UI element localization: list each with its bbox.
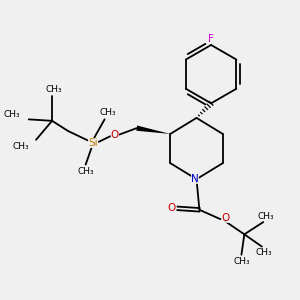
Text: F: F (208, 34, 214, 44)
Text: CH₃: CH₃ (256, 248, 272, 257)
Text: N: N (191, 174, 199, 184)
Polygon shape (136, 125, 170, 134)
Text: CH₃: CH₃ (3, 110, 20, 119)
Text: CH₃: CH₃ (45, 85, 62, 94)
Text: O: O (167, 203, 175, 213)
Text: CH₃: CH₃ (12, 142, 29, 151)
Text: Si: Si (88, 138, 98, 148)
Text: CH₃: CH₃ (77, 167, 94, 176)
Text: O: O (111, 130, 119, 140)
Text: CH₃: CH₃ (257, 212, 274, 221)
Text: O: O (222, 213, 230, 223)
Text: CH₃: CH₃ (233, 257, 250, 266)
Text: CH₃: CH₃ (99, 108, 116, 117)
